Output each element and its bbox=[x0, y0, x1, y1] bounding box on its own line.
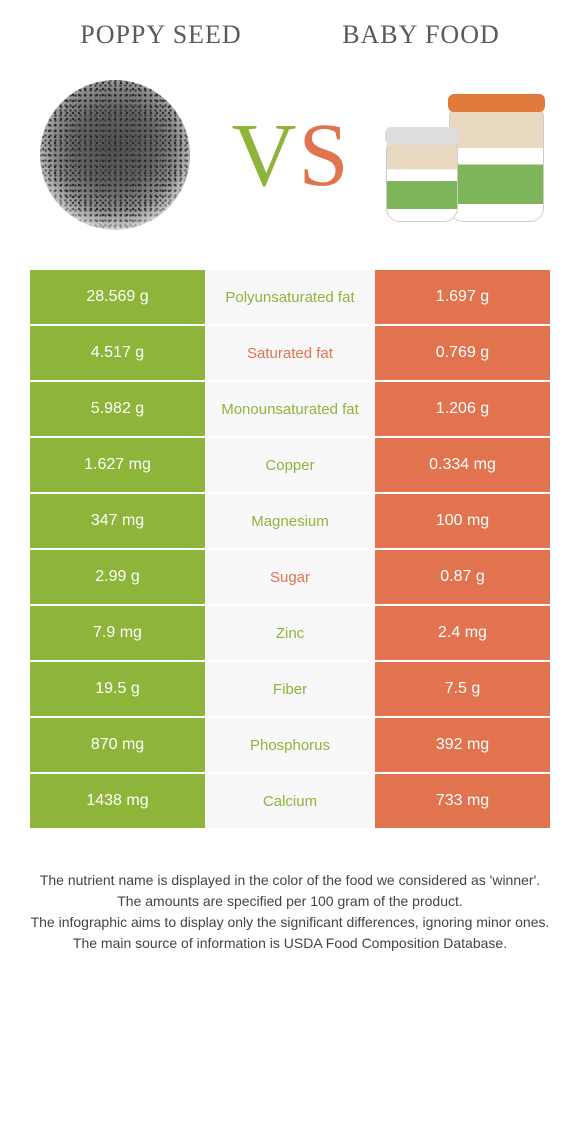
left-product-title: Poppy seed bbox=[80, 20, 241, 50]
table-row: 2.99 gSugar0.87 g bbox=[30, 550, 550, 604]
right-value: 0.87 g bbox=[375, 550, 550, 604]
table-row: 5.982 gMonounsaturated fat1.206 g bbox=[30, 382, 550, 436]
left-value: 347 mg bbox=[30, 494, 205, 548]
right-value: 1.697 g bbox=[375, 270, 550, 324]
table-row: 1438 mgCalcium733 mg bbox=[30, 774, 550, 828]
left-value: 2.99 g bbox=[30, 550, 205, 604]
right-product-image bbox=[380, 70, 550, 240]
nutrient-label: Magnesium bbox=[205, 494, 375, 548]
nutrient-label: Fiber bbox=[205, 662, 375, 716]
right-value: 392 mg bbox=[375, 718, 550, 772]
footer-notes: The nutrient name is displayed in the co… bbox=[0, 830, 580, 954]
table-row: 1.627 mgCopper0.334 mg bbox=[30, 438, 550, 492]
table-row: 7.9 mgZinc2.4 mg bbox=[30, 606, 550, 660]
nutrient-label: Saturated fat bbox=[205, 326, 375, 380]
comparison-table: 28.569 gPolyunsaturated fat1.697 g4.517 … bbox=[30, 270, 550, 828]
table-row: 347 mgMagnesium100 mg bbox=[30, 494, 550, 548]
footer-line: The amounts are specified per 100 gram o… bbox=[30, 891, 550, 912]
baby-food-icon bbox=[380, 80, 550, 230]
left-value: 19.5 g bbox=[30, 662, 205, 716]
table-row: 19.5 gFiber7.5 g bbox=[30, 662, 550, 716]
vs-s: S bbox=[298, 104, 348, 207]
footer-line: The infographic aims to display only the… bbox=[30, 912, 550, 933]
right-value: 2.4 mg bbox=[375, 606, 550, 660]
right-product-title: Baby food bbox=[342, 20, 500, 50]
right-value: 0.334 mg bbox=[375, 438, 550, 492]
jar-big-icon bbox=[449, 107, 544, 222]
left-value: 870 mg bbox=[30, 718, 205, 772]
nutrient-label: Phosphorus bbox=[205, 718, 375, 772]
left-value: 1.627 mg bbox=[30, 438, 205, 492]
right-value: 7.5 g bbox=[375, 662, 550, 716]
vs-v: V bbox=[231, 104, 296, 207]
right-value: 100 mg bbox=[375, 494, 550, 548]
table-row: 4.517 gSaturated fat0.769 g bbox=[30, 326, 550, 380]
footer-line: The nutrient name is displayed in the co… bbox=[30, 870, 550, 891]
poppy-seed-icon bbox=[40, 80, 190, 230]
left-value: 5.982 g bbox=[30, 382, 205, 436]
footer-line: The main source of information is USDA F… bbox=[30, 933, 550, 954]
right-value: 733 mg bbox=[375, 774, 550, 828]
nutrient-label: Calcium bbox=[205, 774, 375, 828]
nutrient-label: Zinc bbox=[205, 606, 375, 660]
header: Poppy seed Baby food bbox=[0, 20, 580, 60]
right-value: 1.206 g bbox=[375, 382, 550, 436]
images-row: VS bbox=[0, 60, 580, 270]
right-value: 0.769 g bbox=[375, 326, 550, 380]
nutrient-label: Polyunsaturated fat bbox=[205, 270, 375, 324]
vs-label: VS bbox=[231, 104, 348, 207]
left-value: 7.9 mg bbox=[30, 606, 205, 660]
nutrient-label: Monounsaturated fat bbox=[205, 382, 375, 436]
left-product-image bbox=[30, 70, 200, 240]
left-value: 4.517 g bbox=[30, 326, 205, 380]
nutrient-label: Sugar bbox=[205, 550, 375, 604]
jar-small-icon bbox=[386, 140, 458, 222]
table-row: 28.569 gPolyunsaturated fat1.697 g bbox=[30, 270, 550, 324]
nutrient-label: Copper bbox=[205, 438, 375, 492]
left-value: 28.569 g bbox=[30, 270, 205, 324]
left-value: 1438 mg bbox=[30, 774, 205, 828]
table-row: 870 mgPhosphorus392 mg bbox=[30, 718, 550, 772]
